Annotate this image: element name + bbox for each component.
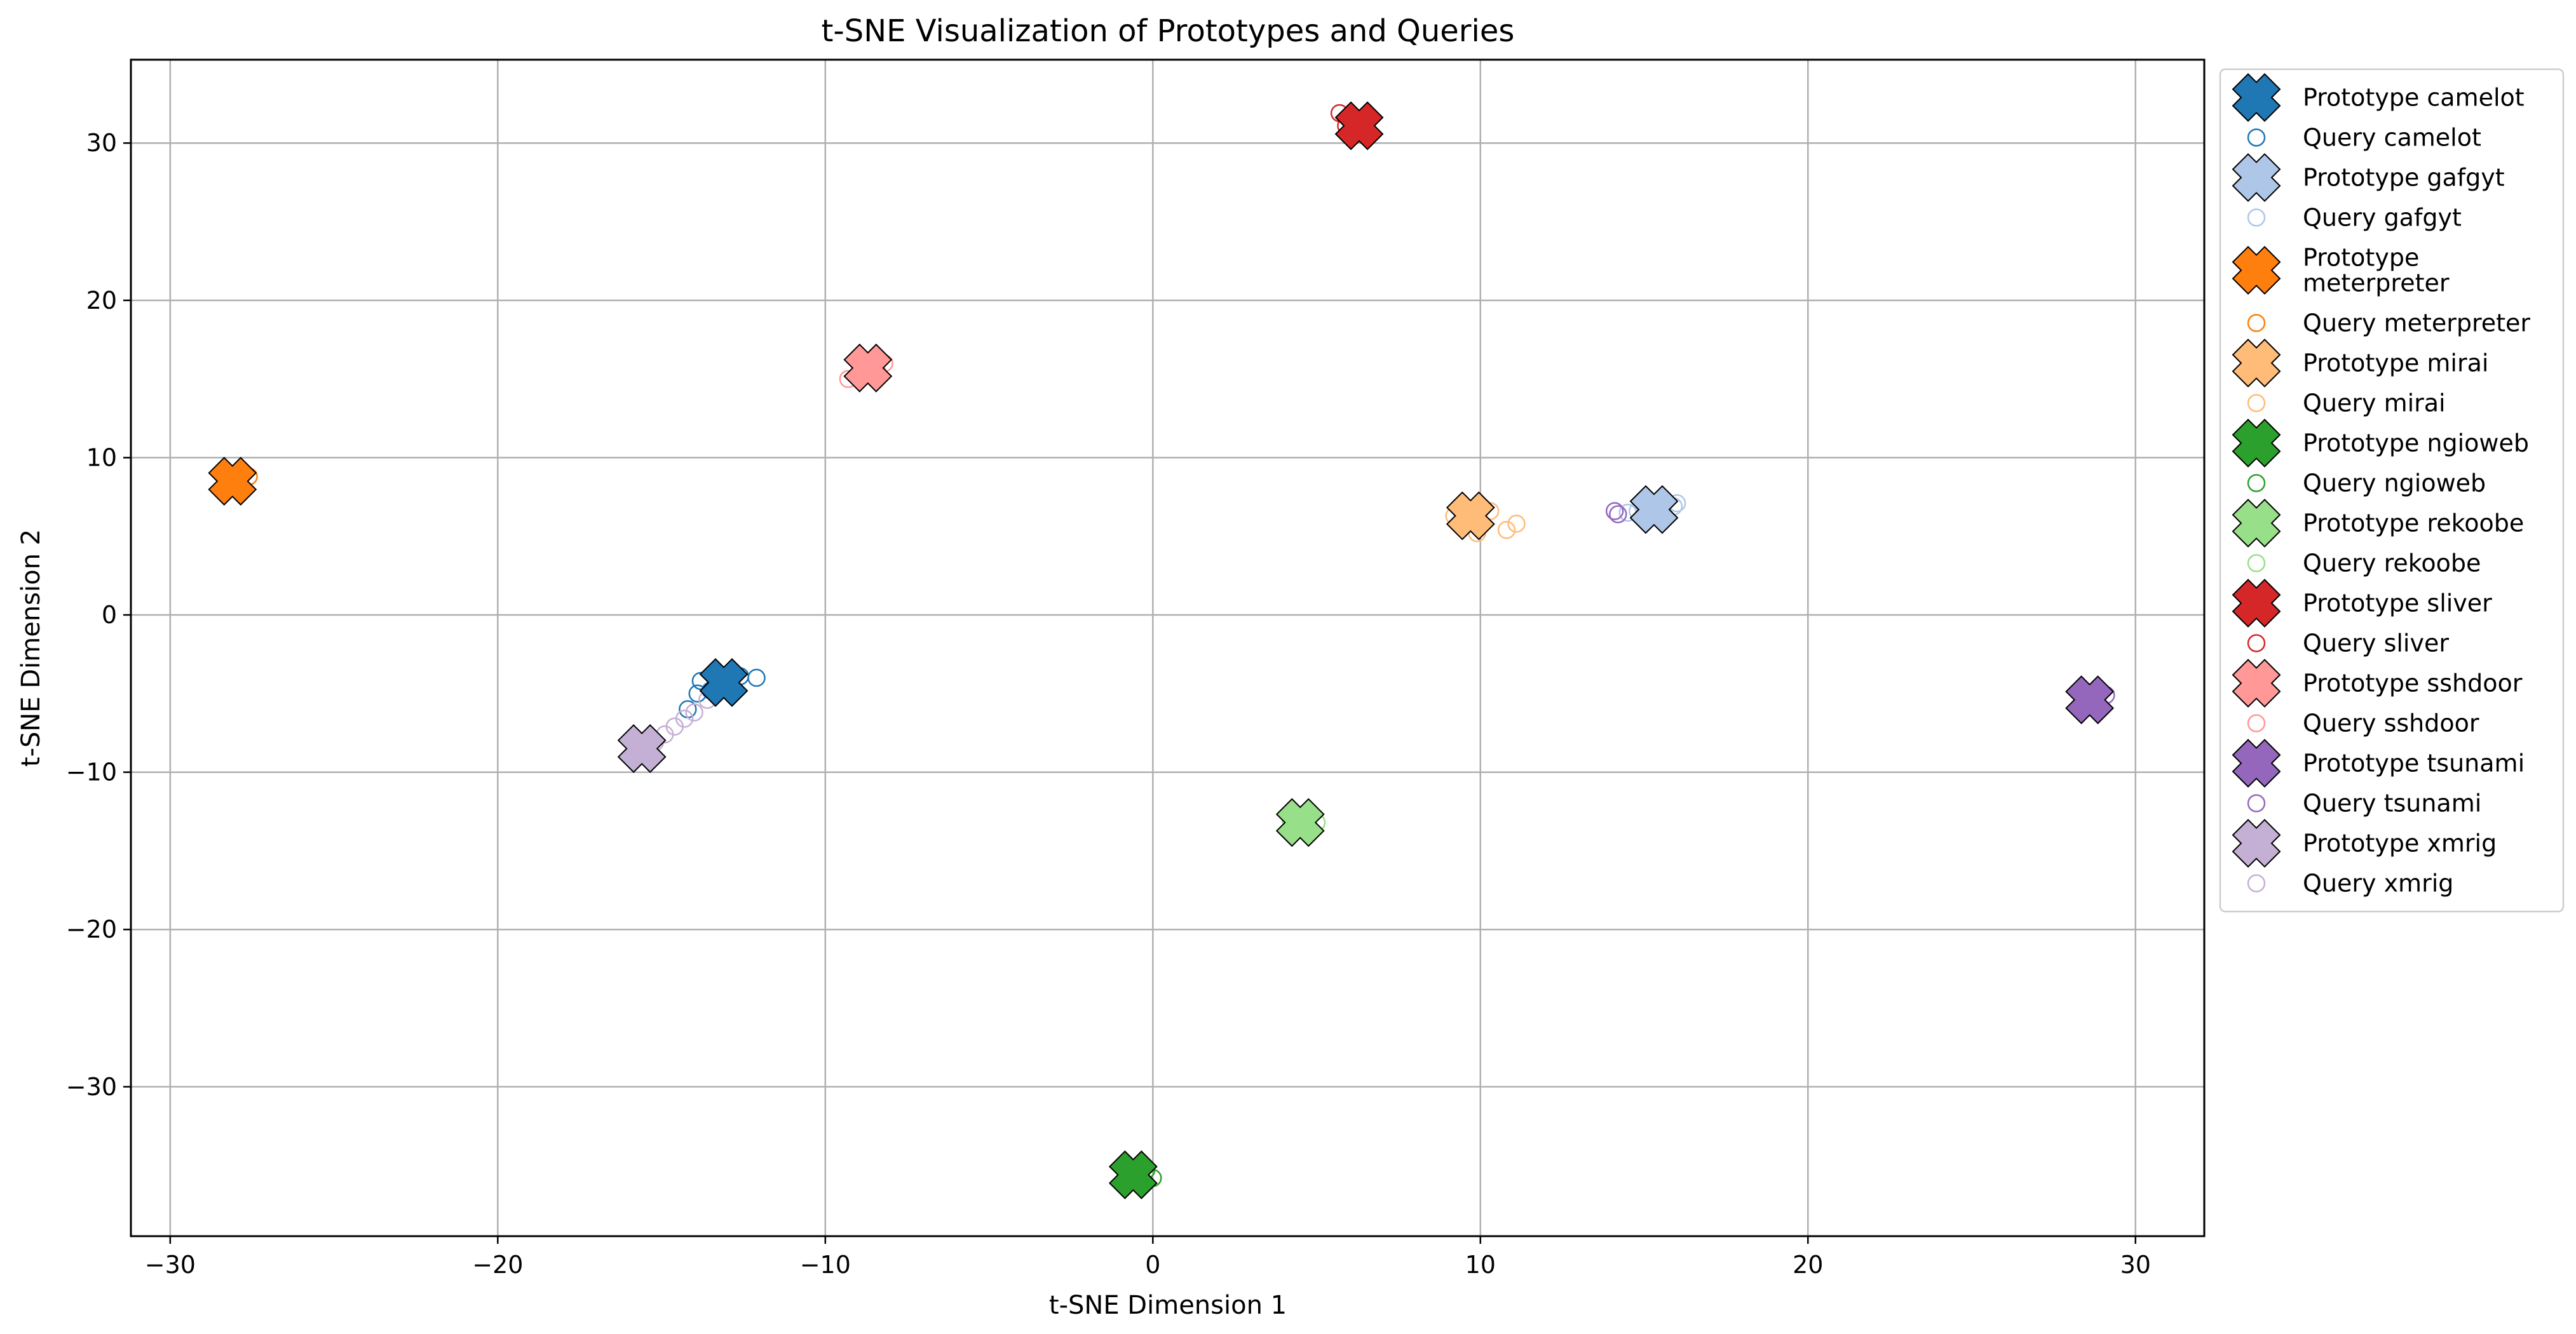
x-tick-label: 10 [1465,1251,1496,1279]
query-point-tsunami [1609,505,1627,523]
x-tick-label: 20 [1793,1251,1823,1279]
y-tick-label: 20 [86,286,117,314]
legend-label-query-ngioweb: Query ngioweb [2303,469,2486,497]
x-tick-label: 0 [1145,1251,1160,1279]
prototype-marker-camelot [699,658,749,707]
legend-query-marker-tsunami [2247,794,2266,812]
legend-label-prototype-mirai: Prototype mirai [2303,349,2488,377]
y-tick-label: −30 [66,1073,117,1101]
legend-query-marker-gafgyt [2247,208,2266,227]
legend-label-query-xmrig: Query xmrig [2303,870,2453,898]
y-tick-label: −20 [66,915,117,943]
legend-prototype-marker-camelot [2232,73,2281,122]
legend-prototype-marker-tsunami [2232,739,2281,788]
legend-label-query-tsunami: Query tsunami [2303,790,2481,818]
legend-label-query-sliver: Query sliver [2303,630,2449,657]
query-point-camelot [747,668,766,687]
query-point-mirai [1507,515,1526,533]
legend-prototype-marker-sshdoor [2232,659,2281,708]
query-point-tsunami [1605,502,1624,520]
legend-box [2219,68,2565,913]
y-axis-label: t-SNE Dimension 2 [17,529,46,767]
legend-label-prototype-camelot: Prototype camelot [2303,84,2525,112]
legend-label-query-gafgyt: Query gafgyt [2303,204,2462,232]
legend-prototype-marker-gafgyt [2232,153,2281,202]
y-tick-label: 30 [86,129,117,157]
prototype-marker-rekoobe [1275,798,1325,847]
legend-label-prototype-rekoobe: Prototype rekoobe [2303,509,2524,537]
legend-label-prototype-xmrig: Prototype xmrig [2303,830,2497,858]
legend-label-query-mirai: Query mirai [2303,389,2446,417]
legend-label-query-meterpreter: Query meterpreter [2303,309,2530,337]
legend-prototype-marker-xmrig [2232,819,2281,868]
legend-query-marker-sliver [2247,634,2266,652]
prototype-marker-sliver [1334,101,1384,151]
prototype-marker-sshdoor [843,343,893,393]
query-point-mirai [1497,521,1516,539]
legend-label-prototype-meterpreter: Prototype [2303,244,2419,272]
legend-query-marker-sshdoor [2247,714,2266,732]
legend-query-marker-rekoobe [2247,554,2266,572]
prototype-marker-mirai [1446,491,1495,541]
x-axis-label: t-SNE Dimension 1 [1049,1291,1287,1320]
y-tick-label: 10 [86,443,117,471]
legend-label-prototype-meterpreter: meterpreter [2303,269,2450,297]
legend-prototype-marker-mirai [2232,339,2281,387]
legend-prototype-marker-sliver [2232,579,2281,628]
legend-query-marker-ngioweb [2247,474,2266,492]
x-tick-label: −20 [472,1251,523,1279]
chart-title: t-SNE Visualization of Prototypes and Qu… [822,13,1515,49]
prototype-marker-meterpreter [208,457,257,506]
legend-prototype-marker-ngioweb [2232,419,2281,468]
legend-label-prototype-sshdoor: Prototype sshdoor [2303,670,2523,697]
legend-label-prototype-ngioweb: Prototype ngioweb [2303,429,2529,457]
legend-query-marker-mirai [2247,394,2266,412]
query-point-xmrig [685,703,703,722]
legend-label-prototype-tsunami: Prototype tsunami [2303,750,2525,778]
query-point-xmrig [675,710,694,728]
legend-query-marker-camelot [2247,128,2266,147]
x-tick-label: −10 [800,1251,851,1279]
legend-query-marker-meterpreter [2247,314,2266,332]
prototype-markers [208,101,2114,1199]
y-tick-label: −10 [66,758,117,786]
legend-query-marker-xmrig [2247,874,2266,893]
x-tick-label: 30 [2120,1251,2151,1279]
plot-frame [130,58,2206,1237]
legend-prototype-marker-rekoobe [2232,499,2281,548]
legend-label-prototype-gafgyt: Prototype gafgyt [2303,164,2505,192]
x-tick-label: −30 [145,1251,196,1279]
grid-lines [131,60,2204,1236]
prototype-marker-gafgyt [1629,485,1679,534]
prototype-marker-tsunami [2065,675,2114,725]
legend-label-query-rekoobe: Query rekoobe [2303,549,2481,577]
prototype-marker-ngioweb [1108,1150,1158,1199]
legend-label-query-sshdoor: Query sshdoor [2303,710,2479,738]
legend-prototype-marker-meterpreter [2232,246,2281,295]
axis-ticks: −30 −20 −10 0 10 20 30 −30 −20 −10 0 10 20 30 [66,129,2151,1279]
legend-label-query-camelot: Query camelot [2303,124,2481,152]
legend: Prototype camelot Query camelot Prototype … [2219,68,2565,913]
legend-label-prototype-sliver: Prototype sliver [2303,590,2492,617]
y-tick-label: 0 [102,601,117,629]
prototype-marker-xmrig [617,724,667,773]
